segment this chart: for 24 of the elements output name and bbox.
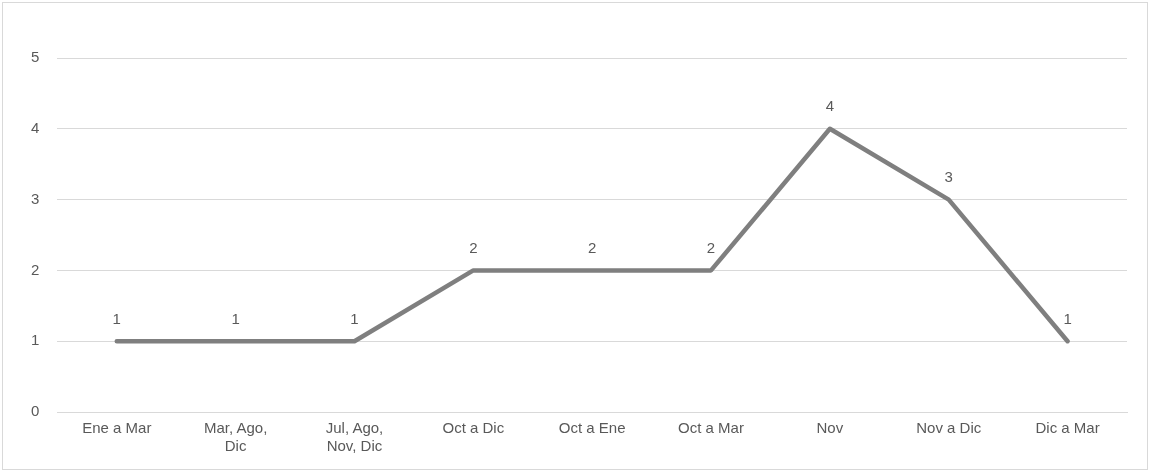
x-tick-label: Mar, Ago, Dic <box>203 419 268 455</box>
x-tick-label: Oct a Ene <box>558 419 626 437</box>
data-label: 1 <box>112 309 121 327</box>
data-label: 3 <box>944 168 953 186</box>
y-tick-label: 0 <box>31 402 40 420</box>
x-tick-label: Oct a Dic <box>442 419 505 437</box>
x-tick-label: Nov <box>816 419 844 437</box>
x-tick-label: Jul, Ago, Nov, Dic <box>325 419 384 455</box>
data-label: 1 <box>350 309 359 327</box>
x-tick-label: Oct a Mar <box>678 419 744 437</box>
y-tick-label: 3 <box>31 189 40 207</box>
x-tick-label: Dic a Mar <box>1035 419 1100 437</box>
data-label: 1 <box>231 309 240 327</box>
data-label: 2 <box>706 239 716 257</box>
data-label: 2 <box>469 239 478 257</box>
y-tick-label: 5 <box>31 48 40 66</box>
x-tick-label: Nov a Dic <box>916 419 982 437</box>
y-tick-label: 2 <box>31 260 40 278</box>
data-label: 1 <box>1063 309 1072 327</box>
data-label: 4 <box>825 97 835 115</box>
y-tick-label: 1 <box>31 331 40 349</box>
data-label: 2 <box>588 239 597 257</box>
x-tick-label: Ene a Mar <box>82 419 152 437</box>
y-tick-label: 4 <box>31 118 40 136</box>
